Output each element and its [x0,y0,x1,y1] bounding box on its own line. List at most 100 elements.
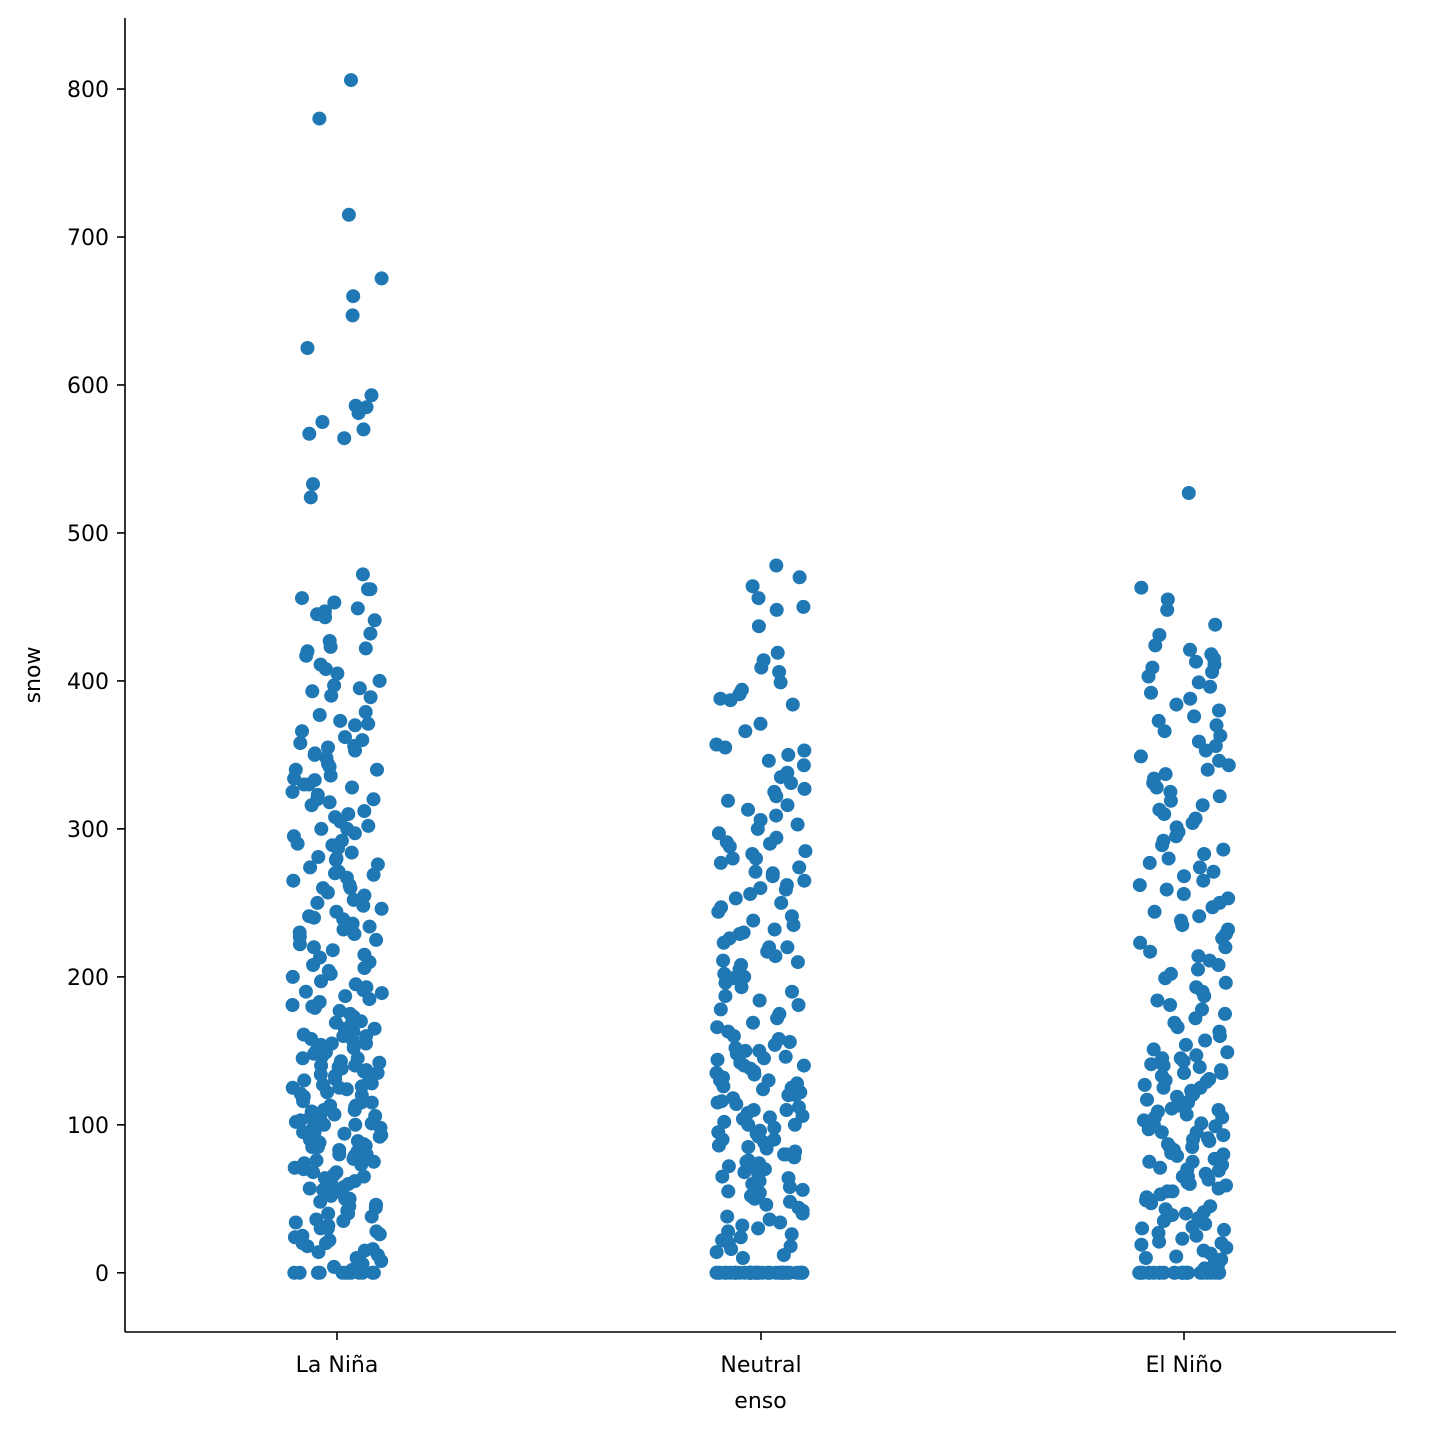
data-point [737,1165,752,1180]
data-point [1147,904,1162,919]
data-point [345,780,359,795]
data-point [1200,762,1215,777]
data-point [1202,1134,1217,1149]
data-point [1203,679,1218,694]
data-point [372,1055,387,1070]
data-point [350,601,365,616]
data-point [302,426,317,441]
data-point [344,845,359,860]
data-point [1185,816,1200,830]
data-point [362,992,377,1007]
data-point [1133,749,1148,764]
data-point [367,613,382,628]
data-point [1211,1163,1226,1178]
data-point [718,989,733,1004]
data-point [356,422,371,437]
data-point [363,626,378,641]
data-point [1169,829,1184,844]
data-point [792,570,807,585]
data-point [364,388,379,403]
data-point [709,1245,724,1260]
data-point [1192,860,1207,875]
data-point [793,1265,808,1280]
data-point [310,1265,325,1280]
data-point [1216,1128,1231,1143]
data-point [1177,869,1191,884]
data-point [1205,665,1220,679]
x-axis-label: enso [734,1389,786,1414]
data-point [780,1265,794,1280]
data-point [1191,949,1206,964]
data-point [1214,1066,1229,1080]
data-point [374,1254,389,1268]
data-point [352,681,367,696]
data-point [1206,864,1221,879]
data-point [296,1094,311,1109]
data-point [761,1073,776,1088]
x-axis-ticks: La Niña Neutral El Niño [296,1332,1222,1378]
data-point [1160,592,1175,607]
data-point [357,804,372,819]
data-point [759,1141,774,1156]
data-point [355,733,370,748]
data-point [759,1197,774,1212]
data-point [710,1052,725,1067]
data-point [311,850,326,864]
data-point [716,953,731,968]
data-point [738,1043,753,1058]
data-point [304,798,319,813]
data-point [355,567,370,582]
data-point [1142,1154,1157,1169]
data-point [327,595,342,610]
data-point [715,1169,730,1184]
data-point [725,851,740,866]
data-point [747,1067,762,1082]
data-point [1170,1148,1185,1163]
data-point [358,641,373,656]
data-point [741,802,755,817]
data-point [374,901,389,916]
data-point [285,784,300,799]
data-point [1156,1214,1171,1228]
data-point [1178,1206,1193,1221]
data-point [795,1206,810,1221]
data-point [710,1095,725,1110]
data-point [348,718,362,733]
data-point [1183,691,1198,706]
data-point [715,1132,730,1147]
data-point [334,1061,349,1076]
data-point [357,1150,371,1165]
data-point [328,866,342,881]
data-point [718,740,733,755]
data-point [773,1215,788,1230]
data-point [762,1110,777,1125]
data-point [1211,958,1226,972]
data-point [323,768,338,783]
data-point [753,716,768,731]
data-point [746,1103,761,1117]
data-point [1132,878,1147,893]
data-point [310,895,325,910]
data-point [370,762,384,777]
data-point [306,958,321,972]
data-point [364,1095,379,1110]
data-point [1152,1234,1167,1249]
data-point [748,864,763,879]
data-point [1134,580,1149,595]
data-point [342,1191,357,1206]
data-point [320,1085,335,1100]
data-point [782,1035,797,1049]
data-point [372,1227,387,1242]
data-point [347,1103,362,1117]
data-point [292,925,307,940]
data-point [1138,1251,1153,1265]
data-point [1220,1045,1235,1060]
data-point [1141,669,1156,684]
data-point [1149,780,1164,795]
data-point [797,873,812,888]
data-points [285,73,1236,1280]
data-point [347,927,362,941]
data-point [332,1147,347,1162]
data-point [1175,918,1190,933]
data-point [1160,1184,1175,1199]
